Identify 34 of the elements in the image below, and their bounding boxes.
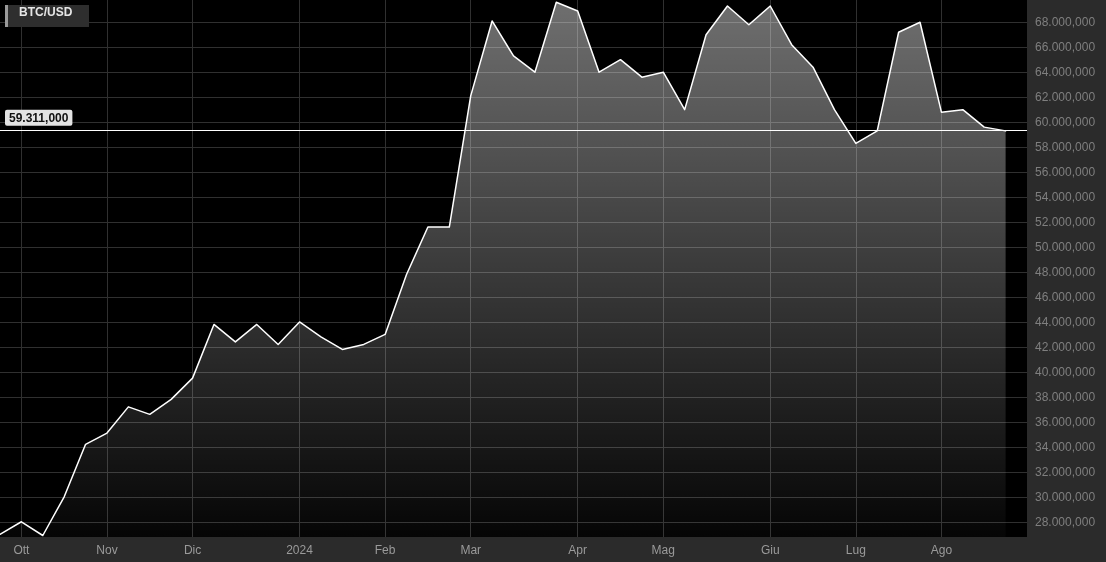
x-tick-label: Giu (760, 543, 780, 557)
x-tick-label: Mar (460, 543, 482, 557)
x-tick-label: Dic (183, 543, 202, 557)
y-tick-label: 56.000,000 (1035, 165, 1096, 180)
y-tick-label: 34.000,000 (1035, 439, 1096, 454)
y-tick-label: 60.000,000 (1035, 115, 1096, 130)
y-tick-label: 46.000,000 (1035, 289, 1096, 304)
y-tick-label: 30.000,000 (1035, 489, 1096, 504)
y-tick-label: 28.000,000 (1035, 514, 1096, 529)
x-tick-label: 2024 (286, 543, 314, 557)
y-tick-label: 62.000,000 (1035, 90, 1096, 105)
y-tick-label: 68.000,000 (1035, 15, 1096, 30)
x-tick-label: Apr (568, 543, 588, 557)
x-tick-label: Ott (13, 543, 31, 557)
y-tick-label: 36.000,000 (1035, 414, 1096, 429)
x-tick-label: Lug (845, 543, 866, 557)
x-tick-label: Feb (374, 543, 396, 557)
y-tick-label: 48.000,000 (1035, 265, 1096, 279)
y-tick-label: 58.000,000 (1035, 140, 1096, 155)
y-tick-label: 50.000,000 (1035, 240, 1096, 255)
x-tick-label: Ago (930, 543, 953, 557)
y-tick-label: 66.000,000 (1035, 40, 1096, 55)
chart-title: BTC/USD (5, 5, 90, 27)
x-tick-label: Nov (96, 543, 118, 557)
x-tick-label: Mag (651, 543, 675, 557)
y-tick-label: 54.000,000 (1035, 190, 1096, 205)
y-tick-label: 42.000,000 (1035, 339, 1096, 354)
y-tick-label: 32.000,000 (1035, 464, 1096, 479)
y-tick-label: 40.000,000 (1035, 364, 1096, 379)
y-tick-label: 44.000,000 (1035, 314, 1096, 329)
ref-line-label: 59.311,000 (9, 110, 69, 125)
y-tick-label: 64.000,000 (1035, 65, 1096, 80)
y-tick-label: 52.000,000 (1035, 215, 1096, 230)
y-tick-label: 38.000,000 (1035, 389, 1096, 404)
